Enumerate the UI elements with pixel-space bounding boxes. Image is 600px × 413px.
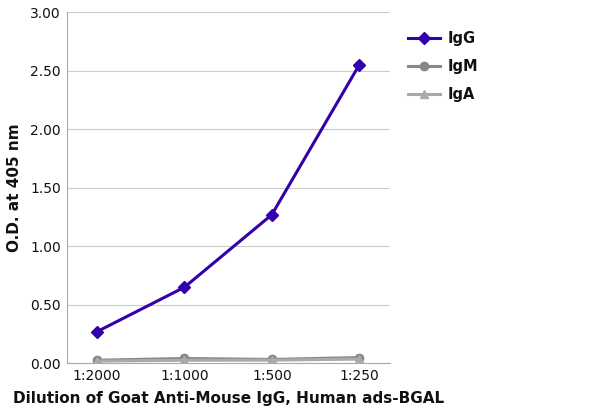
IgM	[268, 357, 275, 362]
IgG	[268, 212, 275, 217]
Line: IgG: IgG	[93, 61, 364, 336]
IgA	[181, 358, 188, 363]
IgA	[268, 358, 275, 363]
X-axis label: Dilution of Goat Anti-Mouse IgG, Human ads-BGAL: Dilution of Goat Anti-Mouse IgG, Human a…	[13, 391, 444, 406]
Legend: IgG, IgM, IgA: IgG, IgM, IgA	[403, 27, 482, 107]
Line: IgA: IgA	[93, 355, 364, 365]
Line: IgM: IgM	[93, 354, 364, 364]
IgG	[94, 329, 101, 334]
IgM	[356, 355, 363, 360]
IgA	[94, 358, 101, 363]
IgG	[356, 63, 363, 68]
IgG	[181, 285, 188, 290]
IgM	[94, 358, 101, 363]
IgA	[356, 356, 363, 361]
Y-axis label: O.D. at 405 nm: O.D. at 405 nm	[7, 123, 22, 252]
IgM	[181, 356, 188, 361]
